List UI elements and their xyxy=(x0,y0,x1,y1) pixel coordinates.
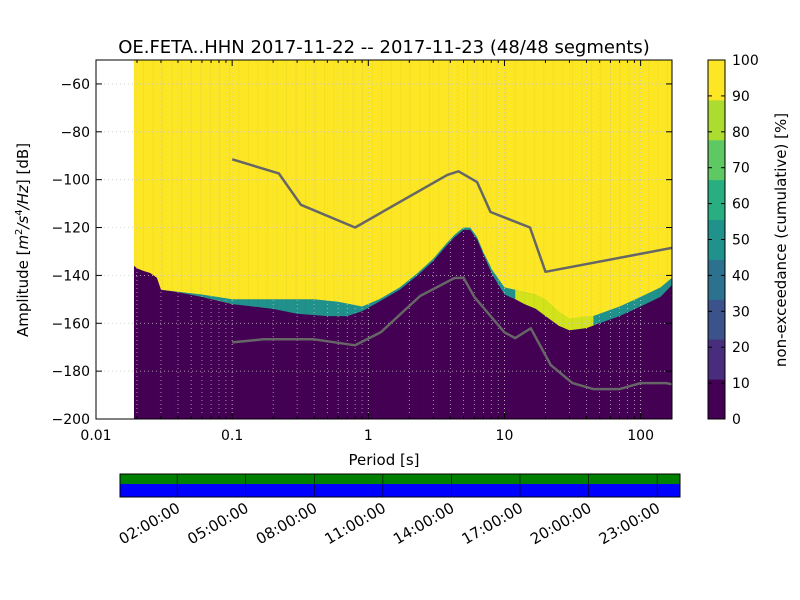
x-axis: 0.01 0.1 1 10 100 xyxy=(80,60,654,444)
noise-model-nlnm xyxy=(232,276,672,391)
timeline-rows xyxy=(120,474,680,497)
timeline-tick-label: 17:00:00 xyxy=(459,499,526,548)
colorbar-tick-label: 80 xyxy=(732,125,750,141)
colorbar-swatch xyxy=(708,299,725,340)
timeline-frame xyxy=(119,473,681,498)
y-tick-label: −100 xyxy=(52,173,90,189)
y-tick-label: −180 xyxy=(52,364,90,380)
heatmap-upper-transition-band xyxy=(515,289,594,331)
y-tick-label: −60 xyxy=(60,77,90,93)
heatmap-low-region xyxy=(134,229,672,419)
timeline-row-psd-segments xyxy=(120,484,680,497)
colorbar-tick-label: 90 xyxy=(732,89,750,105)
noise-models xyxy=(231,158,672,391)
timeline-tick-label: 08:00:00 xyxy=(253,499,320,548)
timeline-tick-label: 23:00:00 xyxy=(596,499,663,548)
colorbar-tick-label: 10 xyxy=(732,376,750,392)
noise-model-nhnm xyxy=(231,158,672,274)
timeline-tick-label: 11:00:00 xyxy=(322,499,389,548)
y-tick-label: −80 xyxy=(60,125,90,141)
colorbar-swatch xyxy=(708,139,725,181)
timeline-tick-label: 20:00:00 xyxy=(527,499,594,548)
y-tick-label: −200 xyxy=(52,412,90,428)
plot-grid xyxy=(96,60,672,419)
colorbar: 0 10 20 30 40 50 60 70 80 90 100 non-exceedance (c… xyxy=(707,53,790,428)
y-axis: −200 −180 −160 −140 −120 −100 −80 −60 xyxy=(52,77,672,428)
colorbar-tick-label: 30 xyxy=(732,304,750,320)
ppsd-plot: −200 −180 −160 −140 −120 −100 −80 −60 0.01 0.1 1 1… xyxy=(52,59,673,444)
colorbar-tick-label: 40 xyxy=(732,268,750,284)
colorbar-swatch xyxy=(708,219,725,260)
colorbar-label: non-exceedance (cumulative) [%] xyxy=(772,113,790,367)
y-axis-label: Amplitude [m2/s4/Hz] [dB] xyxy=(14,143,32,337)
colorbar-tick-label: 0 xyxy=(732,412,741,428)
x-axis-label: Period [s] xyxy=(348,451,419,469)
timeline-row-data-availability xyxy=(120,474,680,484)
plot-frame xyxy=(95,59,673,420)
colorbar-swatch xyxy=(708,60,725,101)
colorbar-swatch xyxy=(708,259,725,300)
colorbar-swatches xyxy=(708,60,725,420)
heatmap-surface xyxy=(133,60,672,419)
y-tick-label: −160 xyxy=(52,316,90,332)
colorbar-ticks: 0 10 20 30 40 50 60 70 80 90 100 xyxy=(708,53,759,428)
timeline-strip: 02:00:00 05:00:00 08:00:00 11:00:00 14:00:00… xyxy=(116,473,681,548)
colorbar-tick-label: 20 xyxy=(732,340,750,356)
colorbar-swatch xyxy=(708,339,725,380)
x-tick-label: 1 xyxy=(364,428,373,444)
chart-title: OE.FETA..HHN 2017-11-22 -- 2017-11-23 (4… xyxy=(118,37,650,58)
timeline-tick-label: 05:00:00 xyxy=(184,499,251,548)
x-tick-label: 0.01 xyxy=(80,428,111,444)
colorbar-swatch xyxy=(708,179,725,221)
x-tick-label: 10 xyxy=(496,428,514,444)
colorbar-swatch xyxy=(708,379,725,420)
colorbar-tick-label: 100 xyxy=(732,53,759,69)
timeline-tick-label: 02:00:00 xyxy=(116,499,183,548)
x-tick-label: 0.1 xyxy=(221,428,243,444)
colorbar-tick-label: 60 xyxy=(732,197,750,213)
y-tick-label: −140 xyxy=(52,268,90,284)
x-tick-label: 100 xyxy=(627,428,654,444)
timeline-tick-label: 14:00:00 xyxy=(390,499,457,548)
y-tick-label: −120 xyxy=(52,221,90,237)
colorbar-tick-label: 70 xyxy=(732,161,750,177)
colorbar-tick-label: 50 xyxy=(732,233,750,249)
colorbar-swatch xyxy=(708,99,725,141)
